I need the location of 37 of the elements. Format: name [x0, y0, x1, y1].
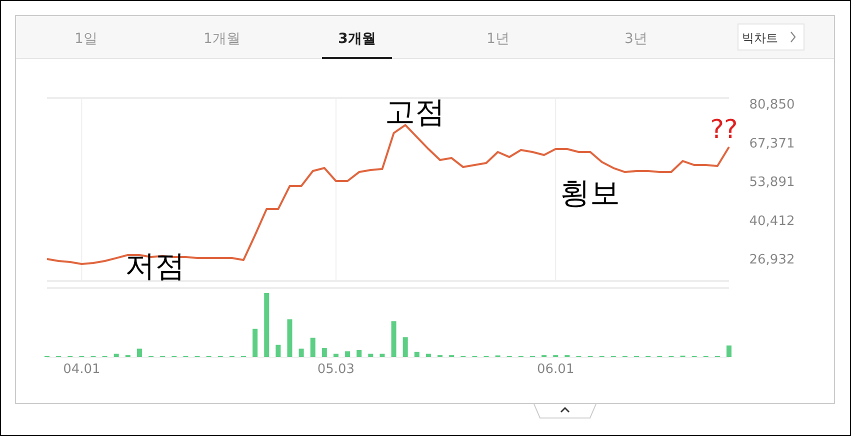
bar: [136, 348, 142, 357]
bar: [333, 354, 338, 357]
x-tick-label: 04.01: [63, 362, 100, 377]
y-tick-label: 67,371: [749, 136, 795, 152]
annotation: ??: [710, 115, 738, 145]
bar: [391, 321, 396, 357]
bar: [114, 354, 119, 357]
y-tick-label: 80,850: [749, 98, 795, 113]
bar: [252, 328, 258, 357]
annotation: 횡보: [560, 176, 620, 211]
bar: [276, 344, 281, 357]
bar: [426, 354, 431, 357]
y-tick-label: 40,412: [749, 214, 795, 229]
text: 3년: [624, 31, 648, 47]
x-tick-label: 06.01: [537, 362, 574, 377]
bar: [402, 337, 408, 357]
bar: [310, 338, 316, 357]
bar: [414, 352, 420, 357]
bar: [380, 354, 385, 357]
bar: [322, 348, 327, 357]
bar: [368, 354, 374, 357]
y-tick-label: 26,932: [749, 252, 795, 268]
annotation: 저점: [125, 249, 185, 284]
bar: [298, 348, 304, 357]
text: 1년: [486, 31, 510, 47]
bar: [287, 319, 292, 357]
x-tick-label: 05.03: [317, 362, 355, 377]
y-tick-label: 53,891: [749, 175, 795, 190]
bar: [264, 293, 270, 357]
text: 3개월: [338, 31, 376, 47]
text: 1개월: [204, 31, 240, 47]
bar: [345, 351, 350, 357]
bar: [356, 350, 362, 357]
bar: [726, 345, 732, 357]
text: 빅차트: [742, 31, 778, 45]
annotation: 고점: [385, 95, 445, 130]
text: 1일: [74, 31, 98, 47]
